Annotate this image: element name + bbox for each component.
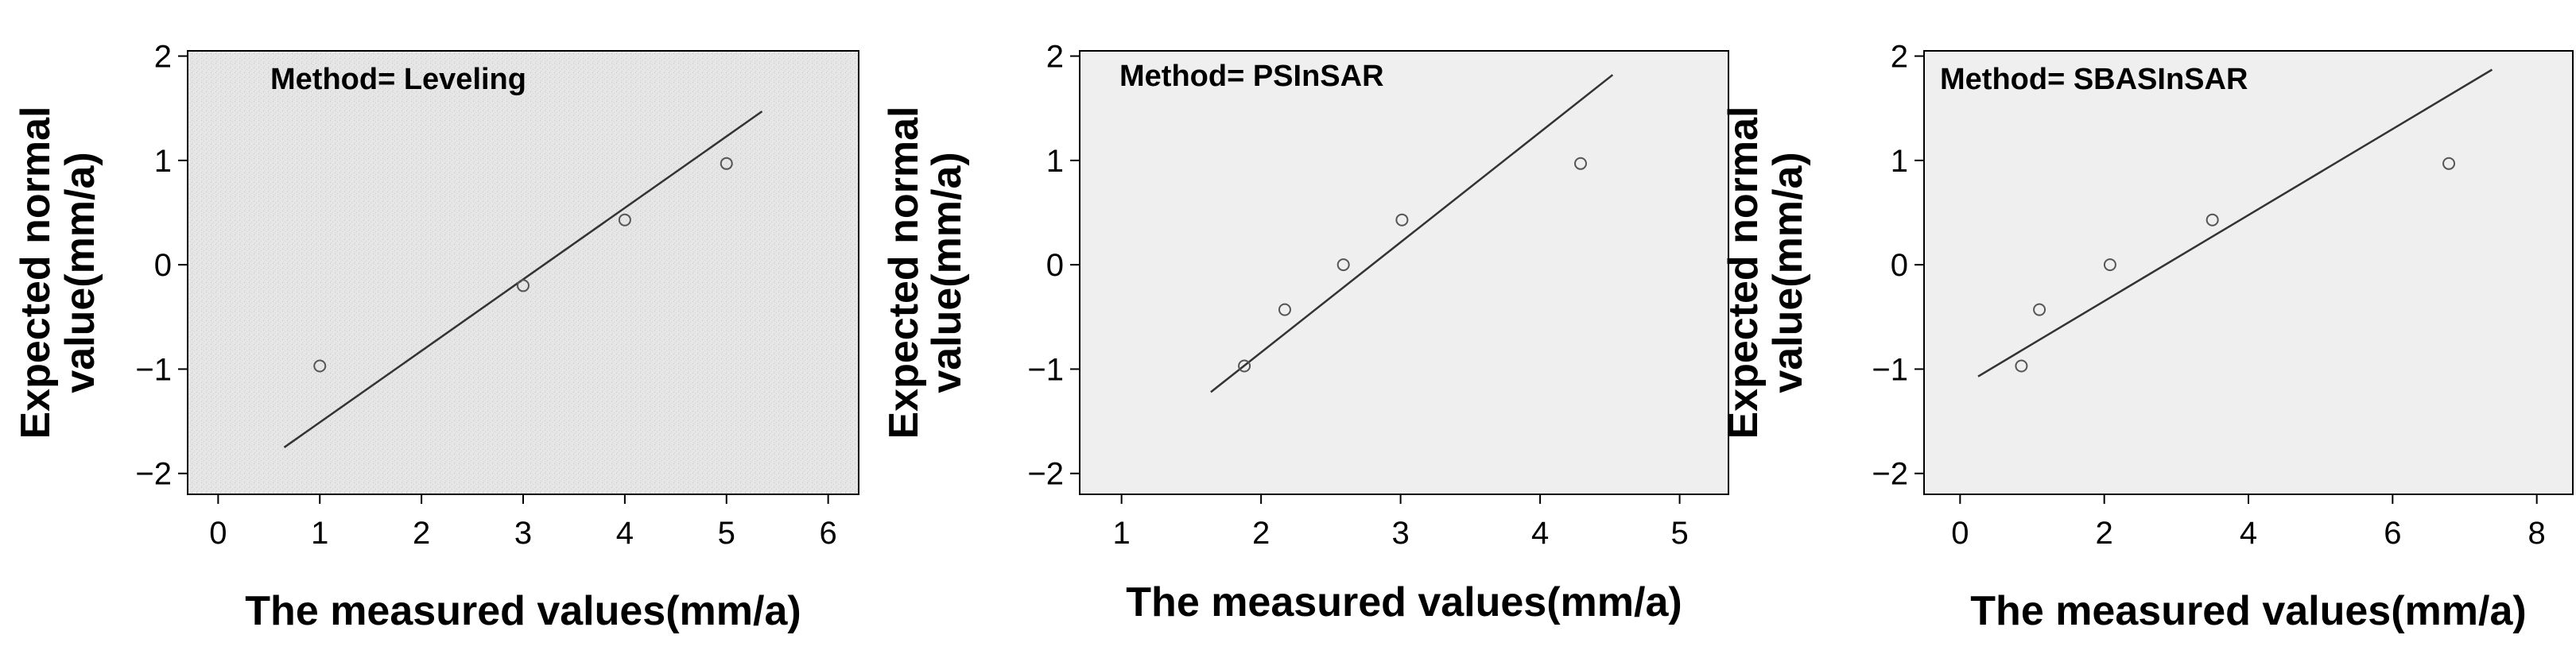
x-tick-label: 4 [2240, 516, 2257, 551]
x-axis-label: The measured values(mm/a) [1126, 579, 1682, 625]
x-tick-label: 6 [2384, 516, 2401, 551]
x-tick-label: 0 [1951, 516, 1969, 551]
y-tick-label: 1 [1891, 144, 1908, 179]
method-label: Method= PSInSAR [1119, 60, 1384, 93]
x-axis-label: The measured values(mm/a) [245, 588, 801, 634]
y-tick-label: 0 [154, 248, 172, 283]
y-axis-label-line1: Expected normal [881, 106, 927, 439]
y-tick-label: −2 [1872, 457, 1908, 492]
x-axis-label: The measured values(mm/a) [1970, 588, 2526, 634]
data-point [1395, 213, 1409, 226]
data-point [517, 279, 530, 292]
normal-reference-line [1977, 68, 2493, 377]
data-points [2015, 157, 2456, 373]
data-point [2442, 157, 2456, 170]
y-tick-label: 2 [1046, 40, 1064, 75]
x-tick-label: 6 [820, 516, 837, 551]
y-tick-label: −2 [135, 457, 172, 492]
data-point [1238, 359, 1251, 373]
x-tick-label: 3 [1391, 516, 1409, 551]
x-tick-label: 1 [311, 516, 328, 551]
y-tick-label: −2 [1027, 457, 1064, 492]
data-point [2033, 303, 2046, 316]
x-tick-label: 1 [1113, 516, 1131, 551]
y-axis-label-line2: value(mm/a) [1765, 152, 1811, 393]
data-point [2103, 258, 2116, 272]
x-tick-label: 0 [209, 516, 227, 551]
y-axis-label-line2: value(mm/a) [924, 152, 970, 393]
axis-ticks: 1 2 3 4 5 2 1 0 −1 −2 [1027, 40, 1688, 551]
data-point [720, 157, 733, 170]
axis-ticks: 0 2 4 6 8 2 1 0 −1 −2 [1872, 40, 2545, 551]
axis-ticks: 0 1 2 3 4 5 6 2 1 0 −1 −2 [135, 40, 836, 551]
data-point [2015, 359, 2028, 373]
reference-line [1210, 74, 1614, 393]
method-label: Method= SBASInSAR [1940, 63, 2248, 96]
data-point [1278, 303, 1291, 316]
plot-area [1923, 50, 2574, 495]
y-tick-label: 2 [1891, 40, 1908, 75]
y-tick-label: 0 [1046, 248, 1064, 283]
y-tick-label: −1 [1872, 352, 1908, 387]
chart-panel-psinsar: 1 2 3 4 5 2 1 0 −1 −2 Method= PSInSAR The measure… [881, 40, 1729, 625]
y-tick-label: 0 [1891, 248, 1908, 283]
x-tick-label: 5 [718, 516, 735, 551]
x-tick-label: 8 [2528, 516, 2546, 551]
y-tick-label: 1 [154, 144, 172, 179]
data-point [618, 213, 631, 226]
data-point [313, 359, 327, 373]
x-tick-label: 4 [1531, 516, 1549, 551]
data-point [1336, 258, 1350, 272]
chart-panel-leveling: 0 1 2 3 4 5 6 2 1 0 −1 −2 Method= Leveling The meas… [13, 40, 859, 634]
y-tick-label: 2 [154, 40, 172, 75]
y-tick-label: −1 [135, 352, 172, 387]
x-tick-label: 2 [413, 516, 430, 551]
x-tick-label: 4 [616, 516, 634, 551]
x-tick-label: 3 [514, 516, 532, 551]
data-points [313, 157, 733, 373]
method-label: Method= Leveling [270, 63, 526, 96]
data-points [1238, 157, 1587, 373]
data-point [2206, 213, 2219, 226]
y-tick-label: 1 [1046, 144, 1064, 179]
data-point [1573, 157, 1587, 170]
chart-panel-sbasinsar: 0 2 4 6 8 2 1 0 −1 −2 Method= SBASInSAR The measu… [1721, 40, 2574, 634]
y-axis-label-line1: Expected normal [13, 106, 59, 439]
normal-reference-line [1210, 74, 1614, 393]
x-tick-label: 2 [1252, 516, 1270, 551]
y-axis-label-line2: value(mm/a) [57, 152, 103, 393]
reference-line [1977, 68, 2493, 377]
x-tick-label: 5 [1670, 516, 1688, 551]
plot-area [1079, 50, 1729, 495]
plot-area [187, 50, 859, 495]
y-axis-label-line1: Expected normal [1721, 106, 1767, 439]
y-tick-label: −1 [1027, 352, 1064, 387]
x-tick-label: 2 [2096, 516, 2113, 551]
